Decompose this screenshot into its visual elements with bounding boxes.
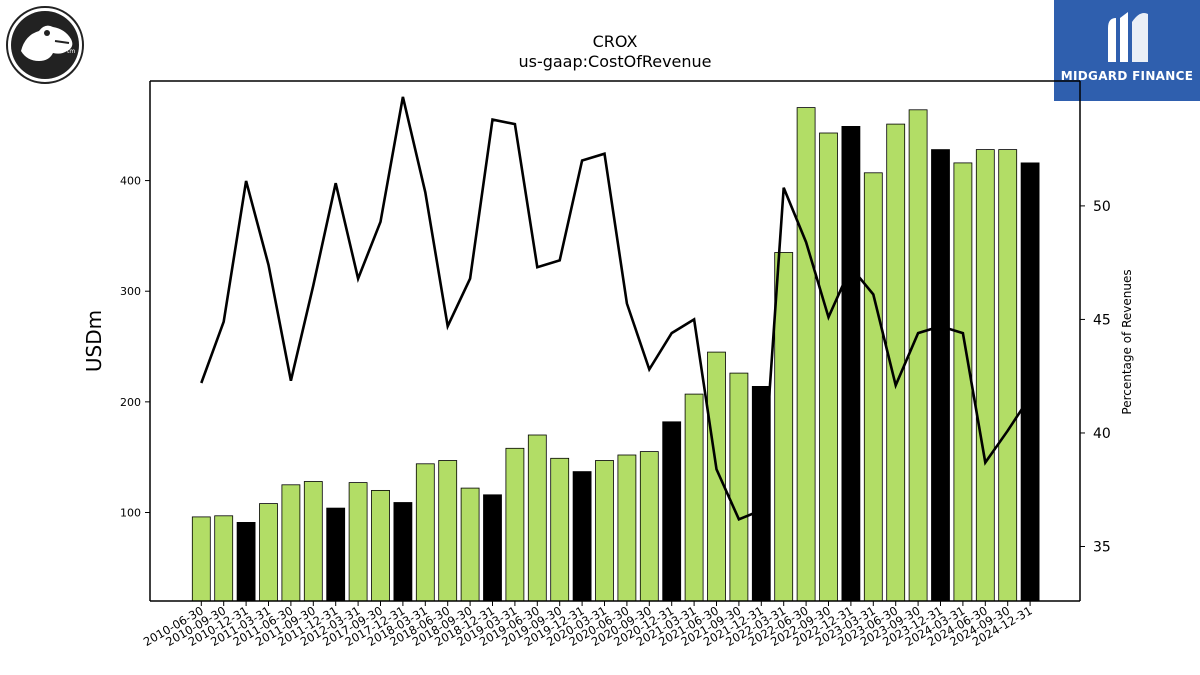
bar — [483, 494, 502, 602]
bar — [841, 126, 861, 602]
bar — [303, 481, 323, 602]
bar — [505, 447, 525, 602]
bar — [348, 482, 368, 602]
bar — [662, 421, 682, 602]
percentage-line — [200, 96, 1032, 521]
bar — [236, 522, 256, 602]
bar — [975, 149, 995, 602]
svg-text:tm: tm — [67, 48, 75, 55]
bar — [527, 434, 547, 602]
bar — [774, 252, 794, 602]
chart-title: CROX — [592, 32, 638, 51]
bar — [1020, 162, 1040, 602]
crocodile-logo-icon: tm — [5, 5, 85, 85]
bar — [572, 471, 592, 602]
midgard-finance-brand-text: MIDGARD FINANCE — [1060, 69, 1194, 83]
midgard-finance-logo: MIDGARD FINANCE — [1054, 0, 1200, 101]
bar — [415, 463, 435, 602]
bar — [998, 149, 1018, 602]
y-tick-label: 200 — [120, 396, 141, 409]
bar — [214, 515, 234, 602]
bar — [281, 484, 301, 602]
bar — [639, 451, 659, 602]
bar — [438, 460, 458, 602]
bar — [371, 489, 390, 602]
bar — [707, 351, 726, 602]
bar — [729, 372, 749, 602]
bar — [259, 503, 278, 602]
chart-subtitle: us-gaap:CostOfRevenue — [518, 52, 712, 71]
bar — [931, 149, 950, 602]
y-tick-label: 400 — [120, 175, 141, 188]
bar — [460, 487, 480, 602]
y2-tick-label: 45 — [1093, 312, 1111, 328]
y-tick-label: 300 — [120, 285, 141, 298]
bar — [863, 172, 883, 602]
bar — [796, 107, 816, 602]
y2-axis-label: Percentage of Revenues — [1120, 269, 1134, 414]
bar — [908, 109, 928, 602]
bar — [684, 393, 704, 602]
y-tick-label: 100 — [120, 506, 141, 519]
bar — [326, 507, 346, 602]
bar — [595, 460, 614, 602]
bar — [953, 162, 973, 602]
bar — [393, 502, 413, 602]
y2-tick-label: 50 — [1093, 199, 1111, 215]
y2-tick-label: 35 — [1093, 540, 1111, 556]
y2-tick-label: 40 — [1093, 426, 1111, 442]
bar — [550, 457, 570, 602]
midgard-mark-icon — [1108, 12, 1148, 62]
bar — [617, 454, 637, 602]
bar — [819, 132, 838, 602]
y-axis-label: USDm — [82, 310, 106, 372]
bar — [191, 516, 211, 602]
